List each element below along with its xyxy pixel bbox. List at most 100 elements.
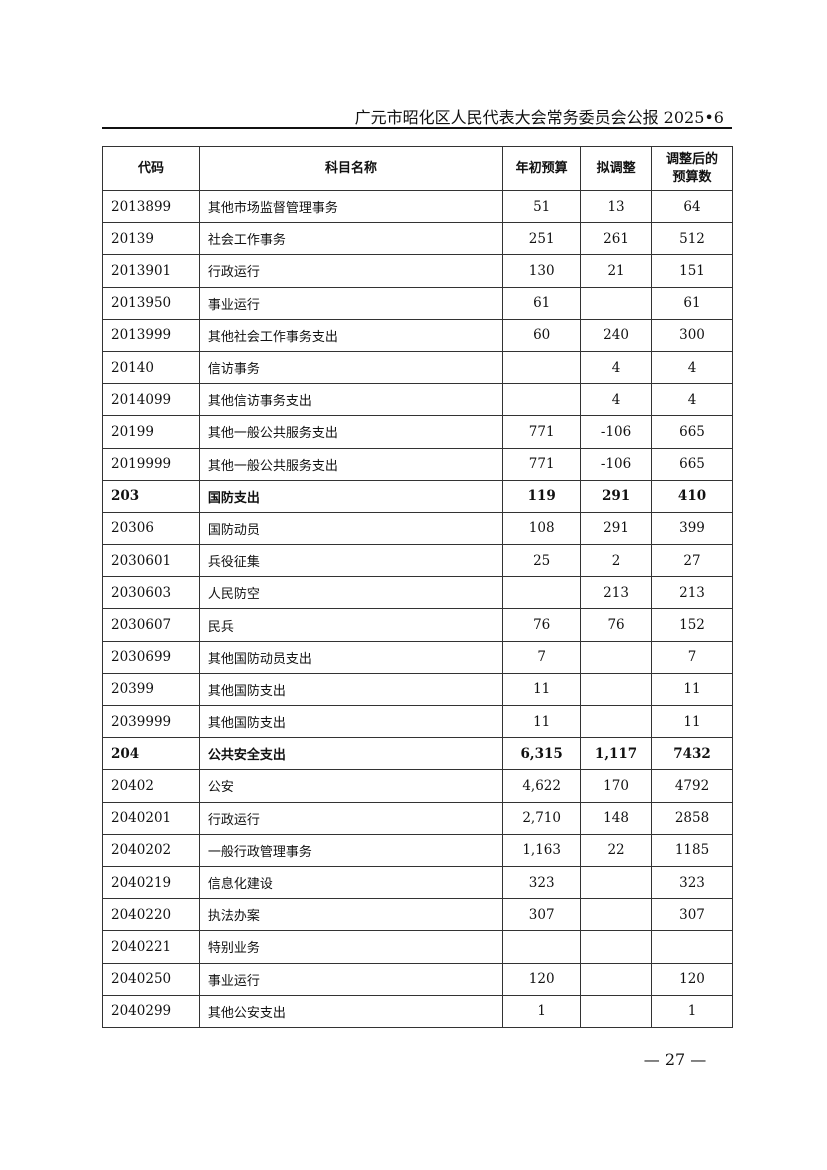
cell-code: 203	[102, 479, 200, 513]
table-row: 2030603 人民防空 213 213	[102, 576, 733, 610]
cell-adjust	[580, 704, 653, 739]
cell-initial: 108	[502, 511, 582, 546]
cell-adjust: -106	[580, 415, 653, 449]
table-row: 2040299 其他公安支出 1 1	[102, 994, 733, 1028]
cell-code: 2030699	[102, 640, 200, 674]
cell-initial: 1,163	[502, 833, 582, 867]
cell-adjusted: 1	[651, 994, 733, 1028]
cell-name: 信息化建设	[198, 865, 504, 900]
cell-name: 其他信访事务支出	[198, 383, 504, 417]
cell-initial: 4,622	[502, 769, 582, 803]
cell-code: 2019999	[102, 447, 200, 481]
cell-adjust: 2	[580, 544, 653, 578]
cell-adjust: 170	[580, 769, 653, 803]
cell-adjust: 213	[580, 576, 653, 610]
cell-adjust: 261	[580, 222, 653, 256]
header-divider	[102, 127, 732, 129]
cell-adjust: 13	[580, 189, 653, 224]
table-row: 204 公共安全支出 6,315 1,117 7432	[102, 737, 733, 771]
table-row: 20402 公安 4,622 170 4792	[102, 769, 733, 803]
cell-code: 2040220	[102, 898, 200, 932]
cell-code: 2014099	[102, 383, 200, 417]
cell-name: 其他一般公共服务支出	[198, 447, 504, 481]
table-row: 20399 其他国防支出 11 11	[102, 672, 733, 707]
table-row: 2013999 其他社会工作事务支出 60 240 300	[102, 318, 733, 352]
cell-code: 2030603	[102, 576, 200, 610]
cell-name: 社会工作事务	[198, 222, 504, 256]
table-header-row: 代码 科目名称 年初预算 拟调整 调整后的预算数	[102, 146, 733, 191]
table-row: 2014099 其他信访事务支出 4 4	[102, 383, 733, 417]
cell-initial: 51	[502, 189, 582, 224]
cell-adjust	[580, 962, 653, 996]
column-header-adjusted-text: 调整后的预算数	[666, 151, 719, 185]
column-header-adjusted: 调整后的预算数	[651, 146, 733, 191]
cell-code: 20139	[102, 222, 200, 256]
cell-name: 人民防空	[198, 576, 504, 610]
cell-initial: 11	[502, 672, 582, 707]
cell-code: 2040250	[102, 962, 200, 996]
cell-initial: 2,710	[502, 801, 582, 835]
cell-initial: 771	[502, 415, 582, 449]
cell-adjust: 291	[580, 479, 653, 513]
cell-name: 国防动员	[198, 511, 504, 546]
cell-name: 其他国防支出	[198, 672, 504, 707]
cell-name: 其他公安支出	[198, 994, 504, 1028]
table-row: 2019999 其他一般公共服务支出 771 -106 665	[102, 447, 733, 481]
cell-initial: 307	[502, 898, 582, 932]
cell-code: 20399	[102, 672, 200, 707]
cell-name: 特别业务	[198, 930, 504, 964]
cell-adjusted: 300	[651, 318, 733, 352]
cell-code: 20402	[102, 769, 200, 803]
table-row: 2013901 行政运行 130 21 151	[102, 254, 733, 288]
cell-adjusted: 2858	[651, 801, 733, 835]
table-row: 2013950 事业运行 61 61	[102, 286, 733, 320]
cell-adjusted: 11	[651, 704, 733, 739]
cell-adjusted	[651, 930, 733, 964]
cell-initial: 771	[502, 447, 582, 481]
cell-adjusted: 4792	[651, 769, 733, 803]
cell-adjust	[580, 865, 653, 900]
table-row: 2040220 执法办案 307 307	[102, 898, 733, 932]
cell-name: 其他市场监督管理事务	[198, 189, 504, 224]
cell-code: 2013999	[102, 318, 200, 352]
cell-name: 信访事务	[198, 350, 504, 385]
cell-initial: 76	[502, 608, 582, 642]
cell-initial: 251	[502, 222, 582, 256]
cell-name: 执法办案	[198, 898, 504, 932]
cell-adjust: 1,117	[580, 737, 653, 771]
cell-adjusted: 11	[651, 672, 733, 707]
column-header-name: 科目名称	[198, 146, 504, 191]
column-header-initial: 年初预算	[502, 146, 582, 191]
cell-adjust: 76	[580, 608, 653, 642]
cell-code: 2030601	[102, 544, 200, 578]
cell-adjust	[580, 994, 653, 1028]
cell-adjusted: 7	[651, 640, 733, 674]
cell-code: 20199	[102, 415, 200, 449]
cell-adjust	[580, 898, 653, 932]
cell-code: 2040299	[102, 994, 200, 1028]
cell-name: 公共安全支出	[198, 737, 504, 771]
table-row: 20140 信访事务 4 4	[102, 350, 733, 385]
cell-adjusted: 665	[651, 447, 733, 481]
table-row: 20199 其他一般公共服务支出 771 -106 665	[102, 415, 733, 449]
cell-adjusted: 120	[651, 962, 733, 996]
cell-adjusted: 151	[651, 254, 733, 288]
cell-adjusted: 665	[651, 415, 733, 449]
cell-initial: 11	[502, 704, 582, 739]
cell-code: 2013901	[102, 254, 200, 288]
table-row: 2030699 其他国防动员支出 7 7	[102, 640, 733, 674]
cell-adjust	[580, 640, 653, 674]
cell-adjusted: 152	[651, 608, 733, 642]
page-number: — 27 —	[643, 1050, 707, 1069]
cell-adjusted: 61	[651, 286, 733, 320]
table-row: 20306 国防动员 108 291 399	[102, 511, 733, 546]
cell-initial	[502, 383, 582, 417]
cell-name: 兵役征集	[198, 544, 504, 578]
table-row: 2040221 特别业务	[102, 930, 733, 964]
cell-initial: 130	[502, 254, 582, 288]
cell-adjusted: 399	[651, 511, 733, 546]
cell-code: 204	[102, 737, 200, 771]
cell-name: 民兵	[198, 608, 504, 642]
cell-initial	[502, 930, 582, 964]
cell-adjusted: 512	[651, 222, 733, 256]
